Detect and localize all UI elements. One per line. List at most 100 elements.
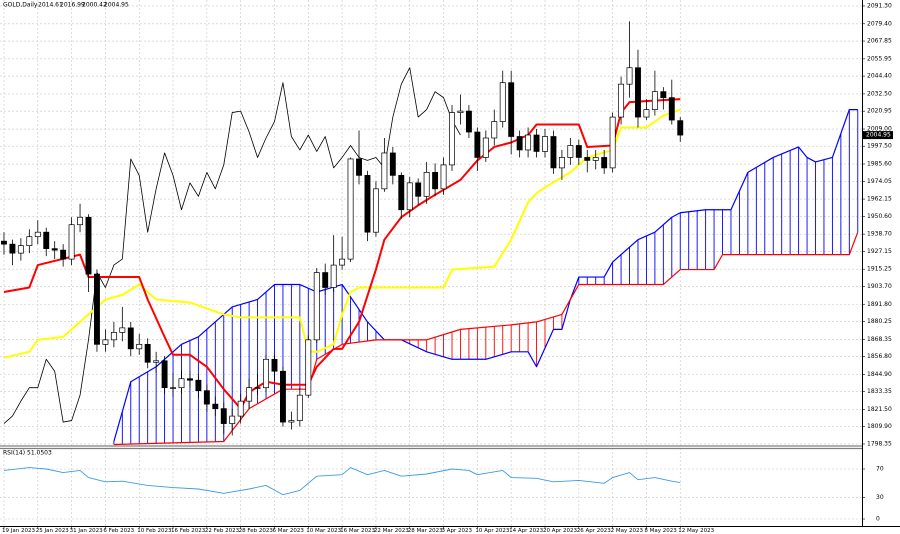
y-tick-label: 2067.85 bbox=[867, 38, 892, 45]
candle-body bbox=[220, 408, 227, 424]
candle-body bbox=[668, 97, 675, 121]
rsi-value: 51.0503 bbox=[27, 450, 52, 457]
candle-body bbox=[508, 82, 515, 137]
candle-body bbox=[9, 243, 16, 254]
y-tick-label: 70 bbox=[876, 466, 884, 473]
candle-body bbox=[229, 415, 236, 424]
candle-body bbox=[491, 121, 498, 139]
y-tick-label: 2079.40 bbox=[867, 20, 892, 27]
candle-body bbox=[178, 378, 185, 389]
x-tick-label: 3 Apr 2023 bbox=[442, 528, 473, 534]
y-tick-label: 1856.80 bbox=[867, 353, 892, 360]
x-tick-label: 14 Apr 2023 bbox=[509, 528, 544, 534]
candle-body bbox=[567, 145, 574, 158]
candle-body bbox=[525, 134, 532, 151]
y-tick-label: 0 bbox=[876, 516, 880, 523]
candle-body bbox=[195, 379, 202, 392]
y-tick-label: 1974.05 bbox=[867, 178, 892, 185]
indicator-line bbox=[3, 108, 681, 359]
candle-body bbox=[102, 339, 109, 345]
x-tick-label: 22 Mar 2023 bbox=[374, 528, 409, 534]
candle-body bbox=[601, 157, 608, 169]
candle-body bbox=[144, 343, 151, 363]
candle-body bbox=[415, 182, 422, 197]
x-tick-label: 12 May 2023 bbox=[678, 528, 714, 534]
candle-body bbox=[516, 136, 523, 151]
y-tick-label: 2020.95 bbox=[867, 108, 892, 115]
x-tick-label: 10 Feb 2023 bbox=[137, 528, 172, 534]
candle-body bbox=[263, 358, 269, 389]
candle-body bbox=[254, 387, 261, 389]
x-tick-label: 28 Feb 2023 bbox=[239, 528, 274, 534]
candle-body bbox=[372, 188, 379, 233]
candle-body bbox=[85, 216, 92, 275]
candle-body bbox=[389, 152, 396, 176]
candle-body bbox=[381, 152, 388, 190]
candle-body bbox=[364, 175, 371, 233]
y-tick-label: 1927.15 bbox=[867, 248, 892, 255]
candle-body bbox=[482, 137, 489, 158]
y-tick-label: 2009.00 bbox=[867, 126, 892, 133]
candle-body bbox=[127, 327, 134, 350]
candle-body bbox=[677, 120, 684, 136]
candle-body bbox=[94, 273, 100, 345]
candle-body bbox=[110, 332, 117, 341]
x-tick-label: 19 Jan 2023 bbox=[2, 528, 35, 534]
candle-body bbox=[212, 403, 219, 409]
y-tick-label: 2091.30 bbox=[867, 2, 892, 9]
candle-body bbox=[305, 339, 312, 396]
candle-body bbox=[432, 172, 439, 190]
candle-body bbox=[17, 245, 24, 254]
main-plot bbox=[1, 21, 859, 446]
senkou-b-line bbox=[113, 231, 859, 446]
candle-body bbox=[449, 112, 455, 166]
candle-body bbox=[635, 67, 641, 118]
price-label-box bbox=[863, 131, 893, 140]
x-tick-label: 10 Apr 2023 bbox=[475, 528, 510, 534]
candle-body bbox=[288, 420, 295, 423]
y-tick-label: 1809.90 bbox=[867, 423, 892, 430]
x-tick-label: 16 Feb 2023 bbox=[171, 528, 206, 534]
x-tick-label: 25 Jan 2023 bbox=[36, 528, 69, 534]
candle-body bbox=[271, 358, 278, 372]
candle-body bbox=[1, 240, 7, 245]
rsi-plot bbox=[3, 467, 681, 496]
x-tick-label: 6 Feb 2023 bbox=[103, 528, 134, 534]
y-tick-label: 1997.50 bbox=[867, 143, 892, 150]
candle-body bbox=[542, 136, 548, 152]
candle-body bbox=[34, 231, 41, 238]
candle-body bbox=[474, 131, 481, 158]
candle-body bbox=[43, 231, 50, 249]
x-tick-label: 16 Mar 2023 bbox=[340, 528, 375, 534]
candle-body bbox=[347, 158, 354, 260]
y-tick-label: 2032.50 bbox=[867, 90, 892, 97]
candle-body bbox=[406, 182, 413, 211]
y-tick-label: 1821.50 bbox=[867, 406, 892, 413]
candle-body bbox=[339, 258, 346, 266]
y-tick-label: 1962.15 bbox=[867, 196, 892, 203]
y-tick-label: 1950.60 bbox=[867, 213, 892, 220]
y-tick-label: 1938.70 bbox=[867, 231, 892, 238]
candle-body bbox=[296, 394, 303, 421]
candle-body bbox=[643, 109, 650, 118]
header-close: 2004.95 bbox=[104, 2, 129, 9]
candle-body bbox=[660, 91, 667, 98]
y-tick-label: 1985.60 bbox=[867, 161, 892, 168]
rsi-line bbox=[3, 467, 681, 496]
price-label: 2004.95 bbox=[866, 132, 891, 139]
indicator-line bbox=[3, 98, 681, 410]
candle-body bbox=[77, 216, 84, 226]
candle-body bbox=[558, 157, 565, 169]
candle-body bbox=[119, 327, 126, 333]
x-tick-label: 8 May 2023 bbox=[644, 528, 677, 534]
candle-body bbox=[356, 158, 362, 176]
candle-body bbox=[575, 145, 582, 158]
candle-body bbox=[313, 272, 320, 341]
candle-body bbox=[330, 264, 337, 288]
senkou-a-line bbox=[113, 108, 858, 442]
candle-body bbox=[246, 387, 253, 402]
candle-body bbox=[279, 370, 286, 423]
x-tick-label: 20 Apr 2023 bbox=[543, 528, 578, 534]
